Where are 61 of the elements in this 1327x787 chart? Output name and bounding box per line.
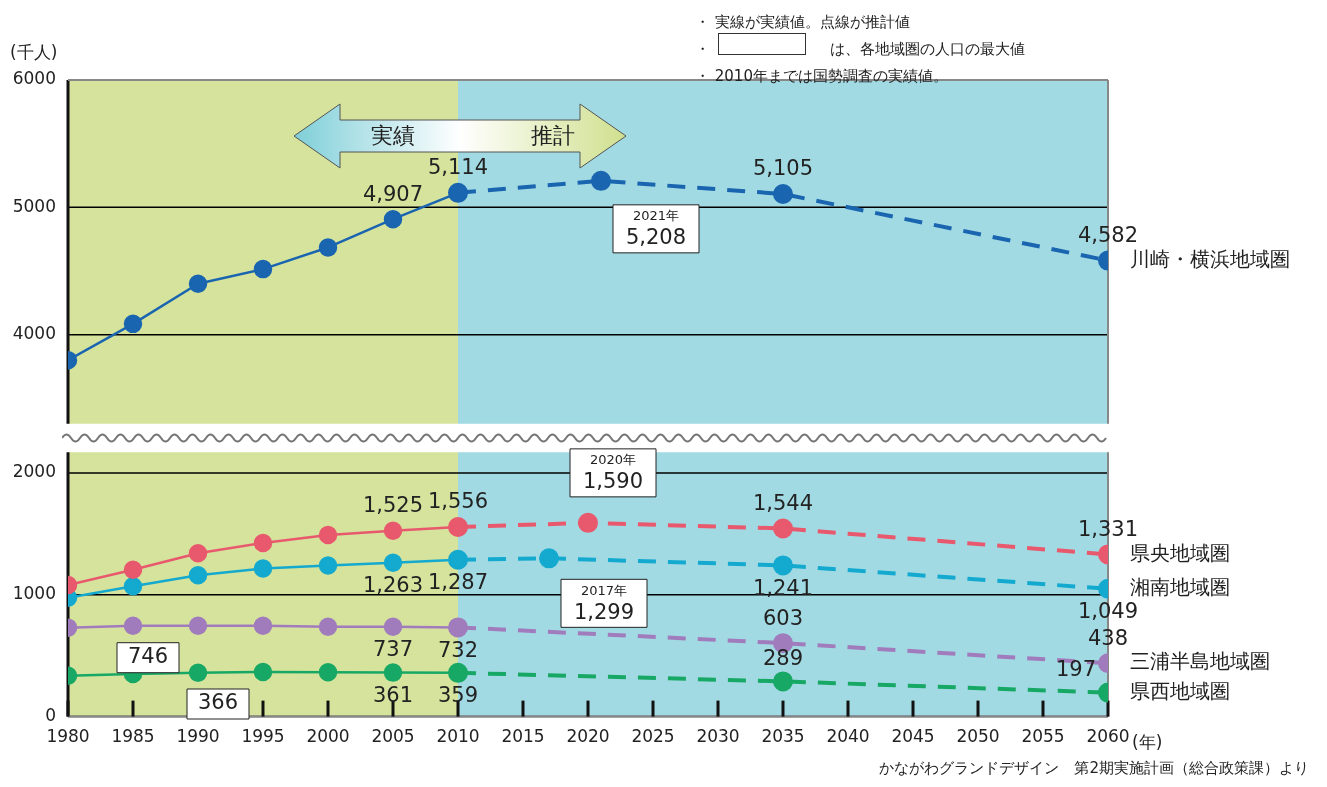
x-tick-label: 2045 <box>891 726 935 747</box>
series-label: 川崎・横浜地域圏 <box>1130 246 1290 271</box>
x-tick-label: 2040 <box>826 726 870 747</box>
data-label: 1,544 <box>752 490 814 515</box>
x-tick-label: 2030 <box>696 726 740 747</box>
annotation: 746 <box>127 644 169 669</box>
x-tick-label: 2000 <box>306 726 350 747</box>
data-label: 4,582 <box>1077 223 1139 248</box>
data-label: 359 <box>437 683 479 708</box>
data-label: 1,287 <box>427 570 489 595</box>
x-axis-title: (年) <box>1132 732 1163 753</box>
x-tick-label: 1985 <box>111 726 155 747</box>
data-label: 197 <box>1055 657 1097 682</box>
data-label: 603 <box>762 605 804 630</box>
y-axis-title: (千人) <box>10 42 58 63</box>
data-label: 737 <box>372 637 414 662</box>
x-tick-label: 1980 <box>46 726 90 747</box>
annotation: 366 <box>197 690 239 715</box>
data-label: 4,907 <box>362 181 424 206</box>
data-label: 438 <box>1087 625 1129 650</box>
data-label: 732 <box>437 637 479 662</box>
x-tick-label: 2020 <box>566 726 610 747</box>
text: ・ は、各地域圏の人口の最大値 <box>695 39 1025 58</box>
x-tick-label: 2015 <box>501 726 545 747</box>
text: ・ 実線が実績値。点線が推計値 <box>695 12 910 31</box>
annotation: 2021年 5,208 <box>625 208 687 250</box>
x-tick-label: 2025 <box>631 726 675 747</box>
x-tick-label: 2055 <box>1021 726 1065 747</box>
y-tick-label: 1000 <box>12 583 56 604</box>
y-tick-label: 2000 <box>12 461 56 482</box>
data-label: 5,114 <box>427 155 489 180</box>
data-label: 289 <box>762 646 804 671</box>
x-tick-label: 2005 <box>371 726 415 747</box>
data-label: 1,049 <box>1077 599 1139 624</box>
data-label: 1,241 <box>752 575 814 600</box>
data-label: 1,556 <box>427 489 489 514</box>
x-tick-label: 1995 <box>241 726 285 747</box>
annotation: ・ 2010年までは国勢調査の実績値。 <box>695 66 948 85</box>
band-label: 実績 <box>370 122 416 150</box>
series-label: 県央地域圏 <box>1130 540 1230 565</box>
x-tick-label: 2010 <box>436 726 480 747</box>
data-label: 5,105 <box>752 156 814 181</box>
y-tick-label: 0 <box>45 705 56 726</box>
text: かながわグランドデザイン 第2期実施計画（総合政策課）より <box>879 758 1309 777</box>
data-label: 1,331 <box>1077 516 1139 541</box>
x-tick-label: 2035 <box>761 726 805 747</box>
y-tick-label: 4000 <box>12 323 56 344</box>
series-label: 湘南地域圏 <box>1130 574 1230 599</box>
x-tick-label: 2050 <box>956 726 1000 747</box>
annotation: 2020年 1,590 <box>582 452 644 494</box>
series-label: 県西地域圏 <box>1130 678 1230 703</box>
y-tick-label: 5000 <box>12 195 56 216</box>
x-tick-label: 1990 <box>176 726 220 747</box>
annotation: 2017年 1,299 <box>573 582 635 624</box>
data-label: 361 <box>372 683 414 708</box>
y-tick-label: 6000 <box>12 68 56 89</box>
data-label: 1,525 <box>362 493 424 518</box>
data-label: 1,263 <box>362 573 424 598</box>
band-label: 推計 <box>530 122 576 150</box>
x-tick-label: 2060 <box>1086 726 1130 747</box>
series-label: 三浦半島地域圏 <box>1130 649 1270 674</box>
